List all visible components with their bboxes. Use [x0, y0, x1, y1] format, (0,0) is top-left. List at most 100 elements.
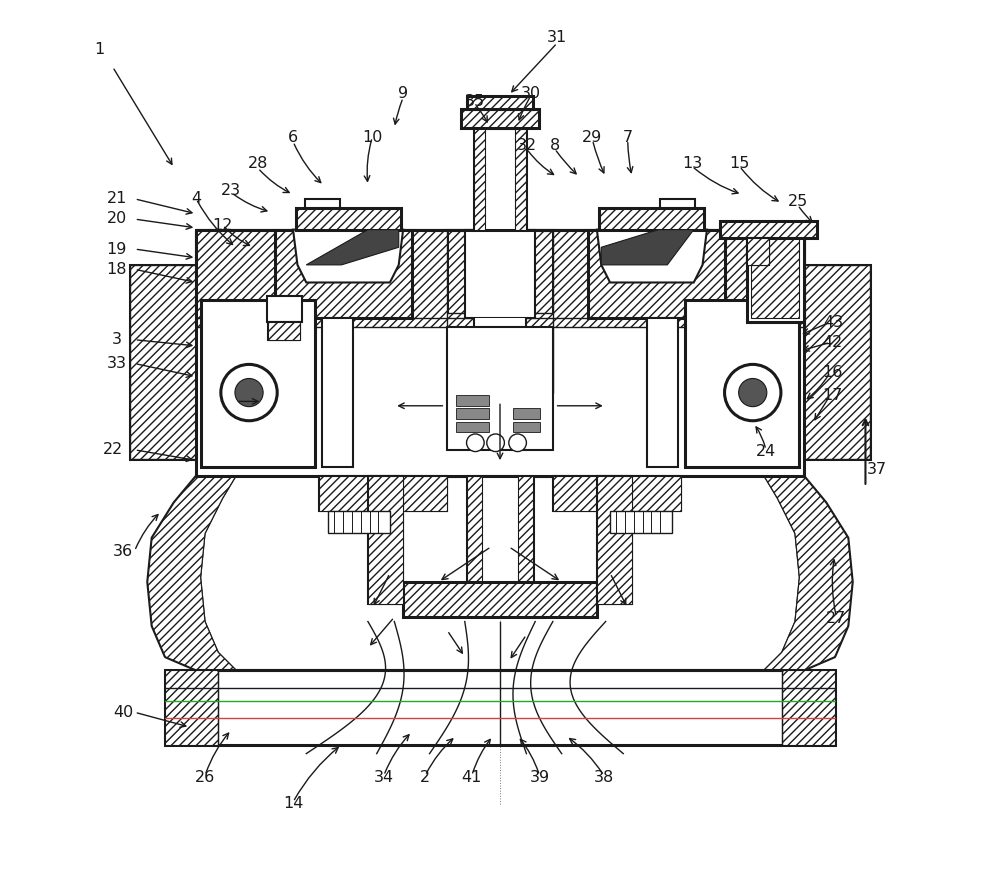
Text: 39: 39 — [530, 770, 550, 785]
Bar — [610, 512, 672, 534]
Bar — [447, 326, 553, 450]
Polygon shape — [597, 229, 707, 282]
Bar — [513, 422, 540, 432]
Text: 9: 9 — [398, 86, 408, 101]
Text: 35: 35 — [465, 94, 485, 109]
Bar — [368, 476, 403, 604]
Bar — [275, 229, 412, 318]
Circle shape — [467, 434, 484, 452]
Bar — [513, 408, 540, 419]
Text: 18: 18 — [107, 262, 127, 277]
Bar — [553, 229, 588, 318]
Polygon shape — [764, 476, 852, 670]
Text: 23: 23 — [221, 183, 241, 198]
Circle shape — [509, 434, 526, 452]
Bar — [725, 229, 804, 318]
Text: 16: 16 — [823, 365, 843, 380]
Text: 19: 19 — [107, 242, 127, 257]
Bar — [597, 476, 632, 604]
Text: 13: 13 — [682, 156, 702, 171]
Bar — [403, 582, 597, 617]
Bar — [660, 198, 695, 207]
Bar — [196, 229, 275, 318]
Text: 10: 10 — [362, 130, 382, 145]
Bar — [474, 129, 526, 229]
Text: 14: 14 — [283, 796, 303, 811]
Text: 34: 34 — [374, 770, 394, 785]
Bar — [597, 476, 632, 604]
Text: 41: 41 — [462, 770, 482, 785]
Bar — [447, 229, 553, 476]
Text: 8: 8 — [549, 138, 560, 153]
Bar — [467, 476, 482, 609]
Bar — [319, 476, 447, 512]
Text: 4: 4 — [191, 191, 201, 206]
Bar — [647, 318, 678, 467]
Bar — [196, 229, 804, 318]
Bar — [751, 234, 799, 318]
Bar — [456, 422, 489, 432]
Text: 29: 29 — [582, 130, 603, 145]
Text: 24: 24 — [756, 444, 776, 459]
Bar — [456, 408, 489, 419]
Text: 25: 25 — [788, 194, 808, 209]
Polygon shape — [148, 476, 236, 670]
Bar — [747, 229, 804, 322]
Text: 21: 21 — [107, 191, 127, 206]
Text: 3: 3 — [112, 333, 122, 348]
Text: 17: 17 — [823, 388, 843, 403]
Bar — [553, 476, 681, 512]
Text: 32: 32 — [516, 138, 536, 153]
Bar — [268, 322, 300, 340]
Text: 36: 36 — [113, 543, 133, 558]
Text: 27: 27 — [826, 611, 847, 626]
Bar — [588, 229, 725, 318]
Bar — [196, 313, 804, 326]
Bar — [515, 129, 526, 229]
Text: 2: 2 — [420, 770, 430, 785]
Bar — [804, 265, 870, 459]
Bar — [165, 670, 835, 744]
Bar — [599, 207, 704, 229]
Text: 22: 22 — [102, 442, 123, 457]
Bar — [305, 198, 340, 207]
Text: 28: 28 — [248, 156, 268, 171]
Text: 42: 42 — [823, 335, 843, 350]
Bar — [456, 395, 489, 406]
Text: 43: 43 — [823, 315, 843, 330]
Bar — [267, 295, 302, 322]
Bar — [447, 318, 553, 392]
Circle shape — [235, 378, 263, 407]
Text: 20: 20 — [107, 211, 127, 226]
Bar — [201, 300, 315, 467]
Bar — [720, 220, 817, 238]
Text: 37: 37 — [867, 461, 887, 476]
Circle shape — [725, 364, 781, 421]
Text: 31: 31 — [547, 30, 567, 45]
Bar — [319, 476, 447, 512]
Bar — [130, 265, 196, 459]
Text: 38: 38 — [594, 770, 614, 785]
Circle shape — [487, 434, 504, 452]
Bar — [465, 229, 535, 318]
Bar — [467, 476, 533, 609]
Text: 30: 30 — [521, 86, 541, 101]
Bar — [553, 476, 681, 512]
Bar — [328, 512, 390, 534]
Text: 40: 40 — [113, 705, 133, 720]
Bar — [518, 476, 533, 609]
Bar — [196, 318, 804, 476]
Bar — [322, 318, 353, 467]
Bar — [782, 670, 835, 744]
Text: 15: 15 — [729, 156, 750, 171]
Bar — [804, 265, 870, 459]
Bar — [165, 670, 218, 744]
Polygon shape — [601, 229, 694, 265]
Text: 6: 6 — [288, 130, 298, 145]
Text: 12: 12 — [212, 218, 233, 233]
Polygon shape — [293, 229, 403, 282]
Bar — [368, 476, 403, 604]
Text: 33: 33 — [107, 356, 127, 371]
Bar — [474, 318, 526, 392]
Circle shape — [221, 364, 277, 421]
